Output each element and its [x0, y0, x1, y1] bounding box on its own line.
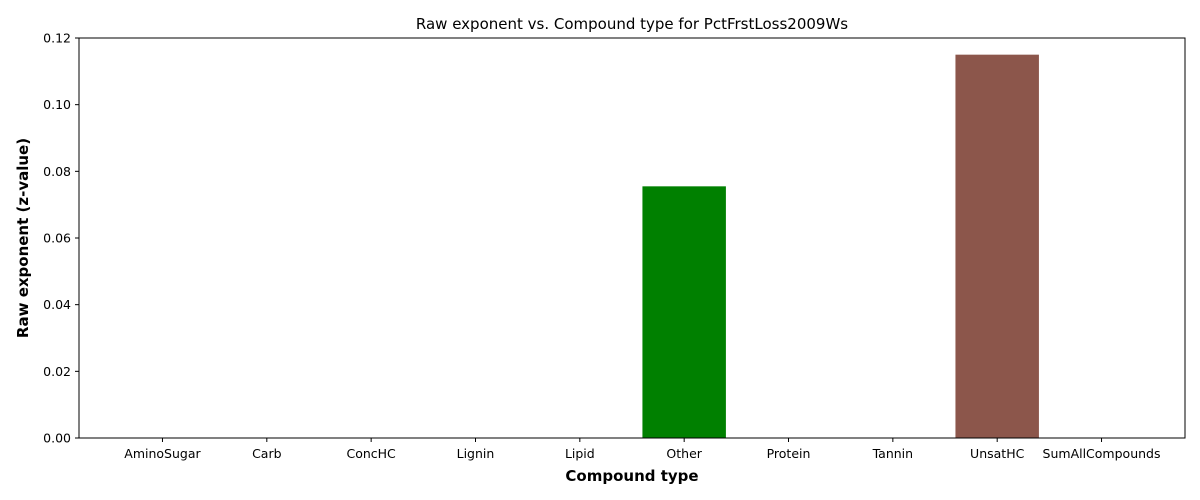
y-axis-label: Raw exponent (z-value) — [14, 138, 32, 338]
x-tick-label: Lipid — [565, 446, 595, 461]
bar-unsathc — [955, 54, 1039, 439]
y-tick-label: 0.10 — [43, 97, 71, 112]
chart-title: Raw exponent vs. Compound type for PctFr… — [416, 15, 848, 33]
x-axis-ticks: AminoSugar Carb ConcHC Lignin Lipid Other Prot… — [124, 438, 1161, 461]
y-tick-label: 0.04 — [43, 297, 71, 312]
y-tick-label: 0.08 — [43, 164, 71, 179]
x-tick-label: Lignin — [457, 446, 495, 461]
x-tick-label: Other — [666, 446, 702, 461]
bar-other — [642, 186, 726, 438]
x-tick-label: AminoSugar — [124, 446, 201, 461]
x-tick-label: Tannin — [872, 446, 913, 461]
y-tick-label: 0.02 — [43, 364, 71, 379]
x-tick-label: ConcHC — [346, 446, 396, 461]
y-tick-label: 0.00 — [43, 431, 71, 446]
x-tick-label: SumAllCompounds — [1043, 446, 1161, 461]
y-axis-ticks: 0.00 0.02 0.04 0.06 0.08 0.10 0.12 — [43, 31, 79, 446]
x-tick-label: Protein — [767, 446, 811, 461]
y-tick-label: 0.06 — [43, 231, 71, 246]
x-axis-label: Compound type — [565, 467, 698, 485]
y-tick-label: 0.12 — [43, 31, 71, 46]
x-tick-label: UnsatHC — [970, 446, 1025, 461]
x-tick-label: Carb — [252, 446, 282, 461]
bars-group — [642, 54, 1039, 439]
